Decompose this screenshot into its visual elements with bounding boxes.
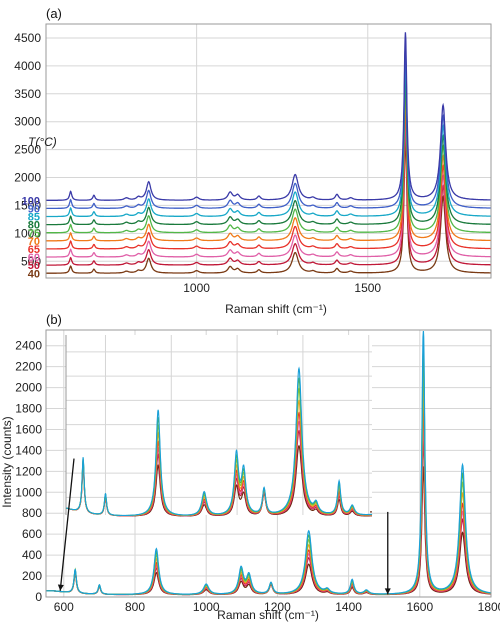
panel-a: (a) 50010001500200025003000350040004500 … (14, 6, 492, 316)
temperature-label: 50 (28, 260, 40, 272)
panel-a-series-line (46, 32, 491, 201)
panel-a-frame (45, 23, 492, 279)
inset-series-line (66, 366, 373, 516)
panel-a-series-line (46, 79, 492, 234)
temperature-label: 90 (28, 203, 40, 215)
panel-b-y-tick-label: 1600 (15, 422, 42, 436)
panel-b-inset (57, 335, 391, 595)
panel-a-y-tick-label: 1000 (14, 226, 41, 240)
panel-a-y-tick-label: 1500 (14, 198, 41, 212)
temperature-label: 100 (22, 195, 40, 207)
panel-b-x-ticks: 600 800 1000 1200 1400 1600 1800 (54, 600, 500, 614)
temperature-label: 80 (28, 220, 40, 232)
panel-b-y-tick-label: 1400 (15, 443, 42, 457)
panel-a-y-ticks: 500 1000 1500 2000 2500 3000 3500 4000 4500 (14, 31, 41, 268)
panel-a-series-line (46, 45, 491, 210)
panel-b-label: (b) (46, 312, 62, 327)
zoom-arrowhead-left (57, 584, 64, 591)
panel-b-y-tick-label: 200 (22, 569, 42, 583)
panel-a-label: (a) (46, 6, 62, 21)
panel-b-y-tick-label: 0 (35, 590, 42, 604)
panel-b-x-tick-label: 600 (54, 600, 74, 614)
panel-b-y-tick-label: 1200 (15, 464, 42, 478)
temperature-label: 60 (28, 252, 40, 264)
temperature-label: 75 (28, 228, 40, 240)
panel-a-y-tick-label: 3000 (14, 115, 41, 129)
panel-a-x-axis-label: Raman shift (cm⁻¹) (225, 302, 327, 316)
panel-a-series-line (46, 102, 491, 250)
panel-b-frame (45, 329, 492, 598)
panel-a-y-tick-label: 4000 (14, 59, 41, 73)
panel-b-x-tick-label: 1200 (264, 600, 291, 614)
panel-a-series-line (46, 125, 491, 266)
panel-a-y-tick-label: 2000 (14, 171, 41, 185)
panel-a-series-line (46, 91, 491, 242)
panel-a-x-tick-label: 1500 (354, 281, 381, 295)
panel-b-x-axis-label: Raman shift (cm⁻¹) (217, 608, 319, 622)
panel-b-y-tick-label: 1000 (15, 485, 42, 499)
panel-a-series (46, 32, 492, 274)
panel-a-series-line (46, 68, 491, 226)
panel-a-y-tick-label: 2500 (14, 143, 41, 157)
panel-b: (b) 0 200 400 600 800 1000 1200 1400 1600 1800 200… (0, 312, 500, 622)
panel-b-y-ticks: 0 200 400 600 800 1000 1200 1400 1600 1800 2000 220… (15, 339, 42, 604)
panel-b-y-tick-label: 2400 (15, 339, 42, 353)
panel-b-x-tick-label: 1800 (478, 600, 500, 614)
temperature-label: 85 (28, 212, 40, 224)
panel-a-series-line (46, 56, 491, 218)
panel-b-x-tick-label: 800 (125, 600, 145, 614)
panel-a-series-line (46, 138, 491, 274)
zoom-arrow-left (59, 458, 75, 591)
panel-a-series-line (46, 114, 491, 258)
panel-a-y-tick-label: 3500 (14, 87, 41, 101)
panel-b-series (46, 330, 492, 596)
panel-b-x-tick-label: 1400 (335, 600, 362, 614)
panel-b-y-tick-label: 2000 (15, 381, 42, 395)
panel-b-series-line (46, 330, 492, 595)
panel-a-x-tick-label: 1000 (183, 281, 210, 295)
panel-b-y-tick-label: 1800 (15, 402, 42, 416)
temperature-header: T(°C) (28, 135, 57, 149)
panel-a-y-tick-label: 4500 (14, 31, 41, 45)
zoom-arrowhead-right (384, 588, 391, 595)
panel-b-y-tick-label: 2200 (15, 360, 42, 374)
panel-b-y-tick-label: 400 (22, 548, 42, 562)
panel-b-x-tick-label: 1600 (406, 600, 433, 614)
temperature-label: 70 (28, 236, 40, 248)
temperature-label: 65 (28, 244, 40, 256)
panel-a-y-tick-label: 500 (21, 254, 41, 268)
panel-b-y-axis-label: Intensity (counts) (0, 416, 14, 507)
panel-a-x-ticks: 1000 1500 (183, 281, 381, 295)
panel-b-x-tick-label: 1000 (193, 600, 220, 614)
panel-b-y-tick-label: 600 (22, 527, 42, 541)
panel-a-grid (46, 24, 491, 278)
temperature-label: 40 (28, 268, 40, 280)
panel-b-y-tick-label: 800 (22, 506, 42, 520)
